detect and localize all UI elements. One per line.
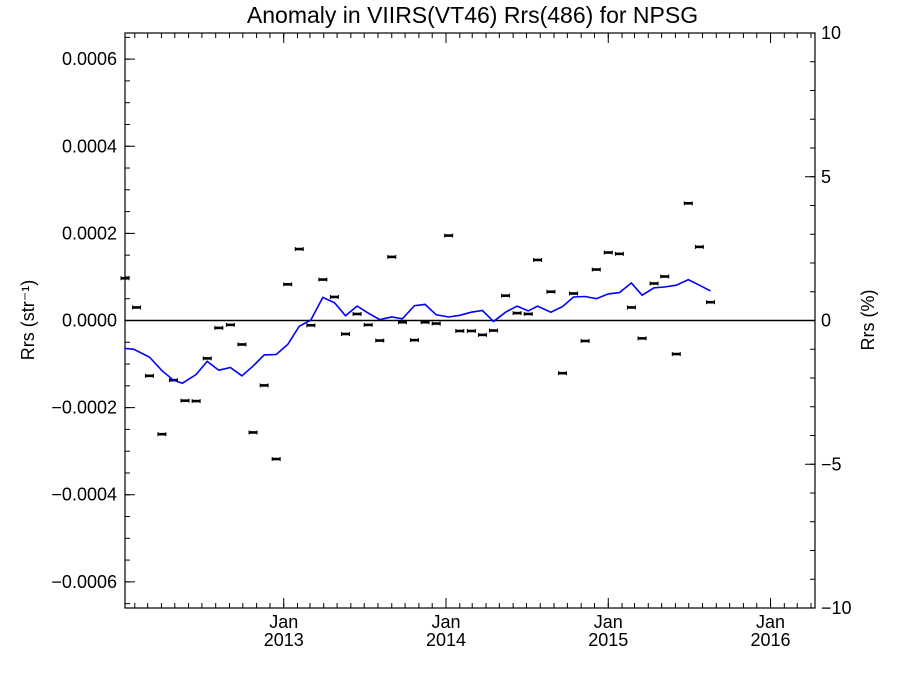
y-tick-label: −0.0004 <box>51 485 117 505</box>
x-tick-label-month: Jan <box>431 612 460 632</box>
y2-tick-label: 0 <box>821 311 831 331</box>
y-tick-label: −0.0002 <box>51 398 117 418</box>
y-tick-label: 0.0004 <box>62 136 117 156</box>
y2-tick-label: 10 <box>821 23 841 43</box>
x-tick-label-month: Jan <box>756 612 785 632</box>
x-tick-label-year: 2014 <box>426 630 466 650</box>
y-tick-label: 0.0000 <box>62 311 117 331</box>
x-tick-label-year: 2013 <box>264 630 304 650</box>
anomaly-trend-line <box>124 278 711 385</box>
y2-tick-label: −10 <box>821 598 852 618</box>
plot-content: 0.0006 0.0004 0.0002 0.0000 −0.0002 −0.0004 −0… <box>51 23 851 650</box>
y-tick-label: 0.0002 <box>62 223 117 243</box>
chart-title: Anomaly in VIIRS(VT46) Rrs(486) for NPSG <box>246 2 699 28</box>
x-tick-label-year: 2015 <box>588 630 628 650</box>
x-tick-label-year: 2016 <box>751 630 791 650</box>
x-tick-label-month: Jan <box>594 612 623 632</box>
y-tick-label: −0.0006 <box>51 572 117 592</box>
y2-tick-label: 5 <box>821 167 831 187</box>
x-tick-label-month: Jan <box>269 612 298 632</box>
y-tick-label: 0.0006 <box>62 49 117 69</box>
y2-tick-label: −5 <box>821 454 842 474</box>
